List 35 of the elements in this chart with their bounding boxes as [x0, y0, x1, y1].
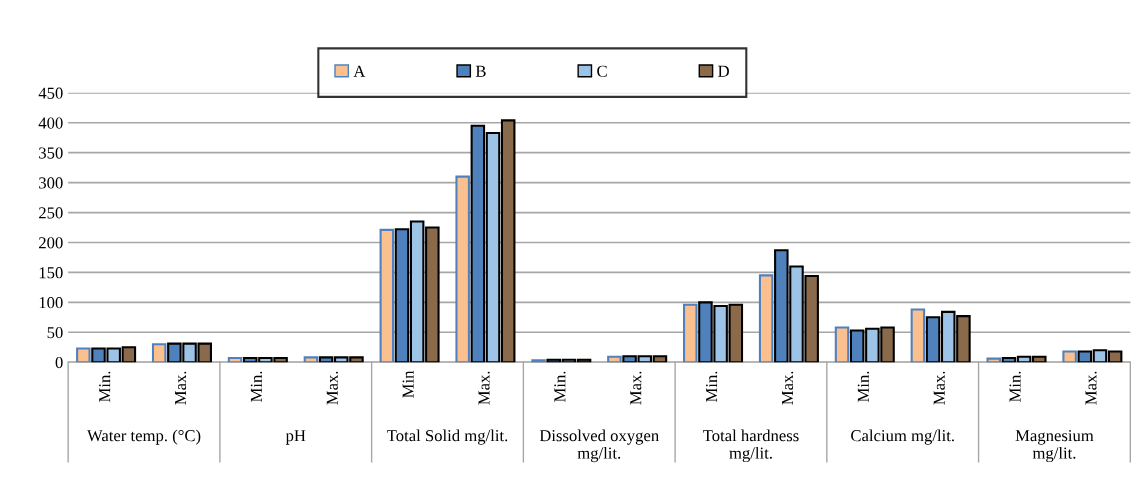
text: Water temp. (°C) [87, 429, 201, 445]
x-tick-label: Min. [706, 371, 718, 402]
text: Total Solid mg/lit. [387, 429, 508, 445]
x-tick-label: Max. [478, 371, 490, 405]
legend-label: C [597, 65, 607, 77]
y-tick-label: 100 [39, 297, 63, 309]
y-tick-label: 50 [47, 326, 63, 339]
text: Magnesium mg/lit. [1015, 430, 1094, 463]
y-tick-label: 250 [39, 207, 63, 219]
legend-label: B [475, 65, 486, 77]
x-tick-label: Max. [175, 371, 187, 405]
y-tick-label: 200 [39, 237, 63, 249]
text: Total hardness mg/lit. [703, 429, 799, 463]
y-tick-label: 400 [38, 117, 63, 129]
x-tick-label: Min. [554, 371, 566, 402]
x-tick-label: Min. [857, 371, 870, 402]
x-tick-label: Max. [1085, 371, 1097, 405]
x-tick-label: Max. [326, 371, 338, 405]
y-tick-label: 150 [39, 267, 63, 279]
x-tick-label: Max. [630, 371, 642, 405]
text: pH [285, 430, 306, 445]
x-tick-label: Max. [933, 371, 945, 405]
x-tick-label: Min [402, 370, 414, 398]
x-tick-label: Max. [782, 371, 794, 405]
y-tick-label: 0 [55, 356, 63, 369]
text: Dissolved oxygen mg/lit. [539, 429, 659, 463]
y-tick-label: 300 [39, 177, 63, 189]
text: Calcium mg/lit. [851, 429, 954, 445]
x-tick-label: Min. [99, 371, 111, 402]
y-tick-label: 450 [38, 87, 63, 99]
y-tick-label: 350 [39, 147, 63, 159]
x-tick-label: Min. [250, 371, 263, 402]
legend-label: A [353, 65, 366, 77]
legend-label: D [718, 65, 729, 77]
x-tick-label: Min. [1009, 371, 1021, 402]
